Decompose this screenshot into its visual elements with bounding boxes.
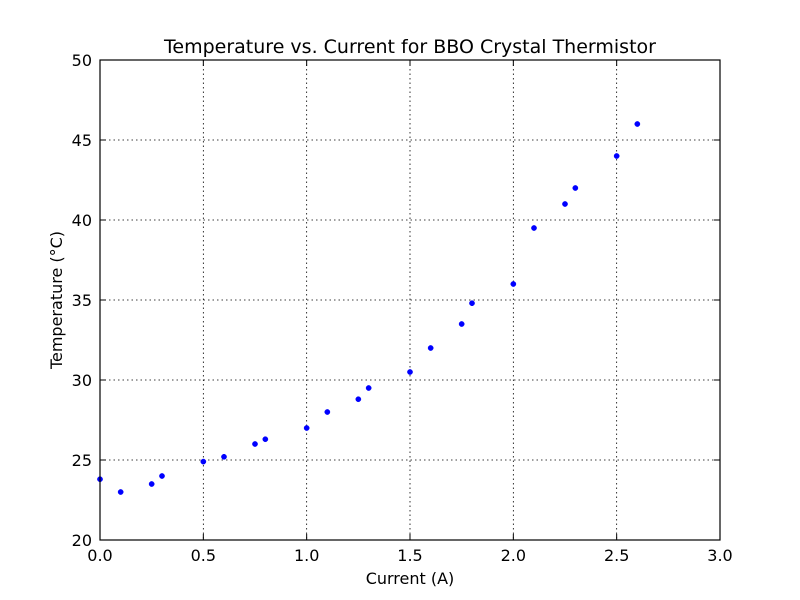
y-tick-label: 45 [72, 131, 92, 150]
data-point [613, 153, 620, 159]
x-tick-label: 1.5 [397, 546, 422, 565]
x-tick-label: 0.5 [191, 546, 216, 565]
y-tick-label: 25 [72, 451, 92, 470]
data-point [458, 321, 465, 327]
data-point [365, 385, 372, 391]
x-tick-label: 1.0 [294, 546, 319, 565]
data-point [200, 458, 207, 465]
data-point [324, 409, 331, 415]
y-tick-label: 35 [72, 291, 92, 310]
data-points [97, 121, 641, 495]
x-tick-label: 2.5 [604, 546, 629, 565]
data-point [221, 453, 227, 460]
data-point [469, 300, 475, 307]
data-point [117, 489, 124, 495]
data-point [634, 121, 641, 127]
data-point [407, 369, 413, 375]
y-axis-label: Temperature (°C) [47, 231, 66, 370]
y-tick-label: 40 [72, 211, 92, 230]
x-tick-label: 2.0 [501, 546, 526, 565]
data-point [531, 225, 537, 231]
x-axis-label: Current (A) [366, 569, 455, 588]
data-point [572, 185, 579, 191]
data-point [252, 441, 258, 447]
data-point [562, 201, 568, 207]
data-point [159, 473, 165, 479]
y-tick-label: 30 [72, 371, 92, 390]
data-point [355, 396, 362, 403]
data-point [303, 425, 310, 431]
chart-title: Temperature vs. Current for BBO Crystal … [163, 36, 656, 58]
data-point [510, 281, 517, 287]
data-point [262, 436, 269, 443]
y-tick-label: 20 [72, 531, 92, 550]
grid-lines [100, 60, 720, 540]
data-point [427, 345, 434, 351]
data-point [148, 481, 155, 487]
x-tick-label: 0.0 [87, 546, 112, 565]
x-tick-label: 3.0 [707, 546, 732, 565]
axis-ticks: 0.0 0.5 1.0 1.5 2.0 2.5 3.0 20 25 30 35 40 45 50 [72, 51, 733, 565]
y-tick-label: 50 [72, 51, 92, 70]
